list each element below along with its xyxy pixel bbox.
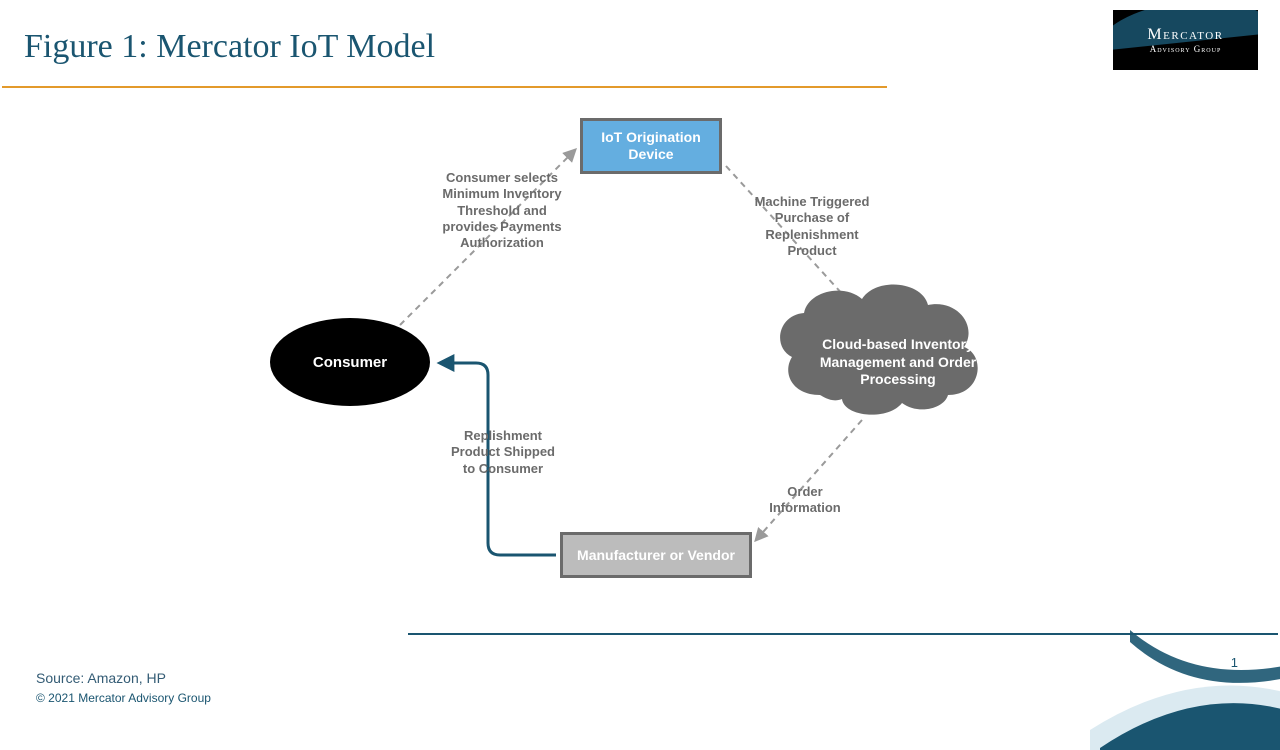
node-consumer: Consumer [270,318,430,406]
source-text: Source: Amazon, HP [36,670,166,686]
node-vendor: Manufacturer or Vendor [560,532,752,578]
label-vendor-consumer: Replishment Product Shipped to Consumer [448,428,558,477]
node-cloud-label: Cloud-based Inventory Management and Ord… [793,336,1003,389]
label-iot-cloud: Machine Triggered Purchase of Replenishm… [752,194,872,259]
label-consumer-iot: Consumer selects Minimum Inventory Thres… [442,170,562,251]
node-vendor-label: Manufacturer or Vendor [577,547,735,563]
mercator-logo: Mercator Advisory Group [1113,10,1258,70]
node-iot-label: IoT Origination Device [583,129,719,163]
title-underline [2,86,887,88]
figure-title: Figure 1: Mercator IoT Model [24,28,435,66]
node-consumer-label: Consumer [313,354,387,371]
corner-swoosh [1090,630,1280,750]
copyright-text: © 2021 Mercator Advisory Group [36,691,211,705]
logo-sub-text: Advisory Group [1150,44,1222,54]
node-iot-device: IoT Origination Device [580,118,722,174]
node-cloud: Cloud-based Inventory Management and Ord… [793,310,1003,415]
iot-model-diagram: Consumer IoT Origination Device Cloud-ba… [0,100,1280,640]
edge-cloud-vendor [756,420,862,540]
logo-main-text: Mercator [1147,26,1223,44]
label-cloud-vendor: Order Information [750,484,860,517]
